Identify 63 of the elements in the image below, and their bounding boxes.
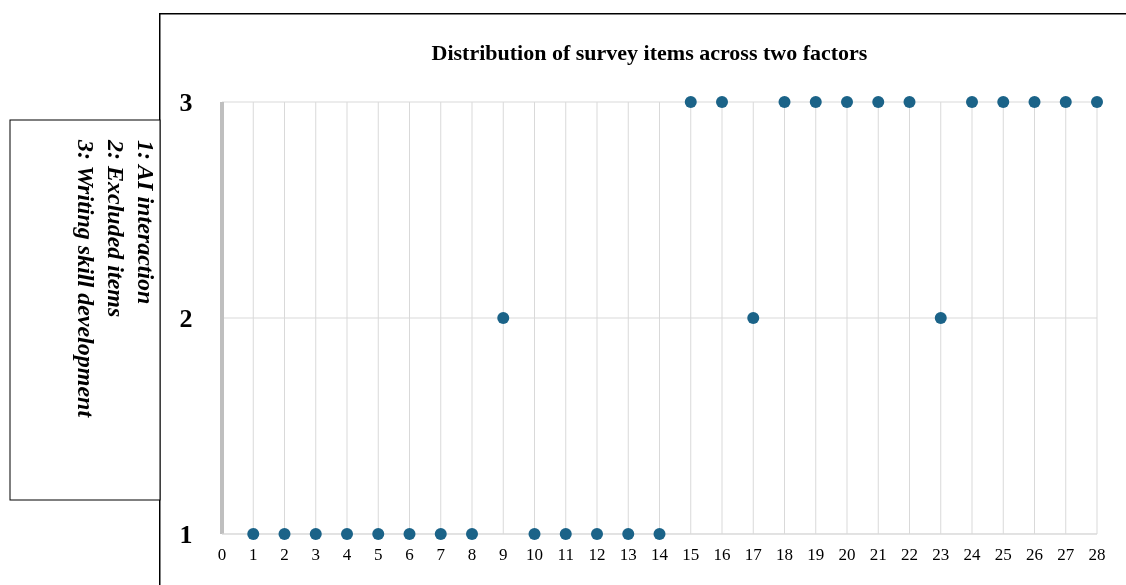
text: 3: Writing skill development: [73, 139, 99, 419]
point: [653, 528, 666, 540]
text: 1: AI interaction: [133, 140, 159, 305]
point: [966, 96, 978, 108]
x-tick-label: 3: [311, 544, 320, 564]
x-tick-label: 28: [1088, 544, 1106, 564]
point: [1028, 96, 1041, 108]
point: [622, 528, 635, 540]
x-tick-label: 8: [467, 544, 477, 564]
point: [841, 96, 853, 108]
point: [403, 528, 416, 540]
point: [434, 528, 447, 540]
point: [747, 312, 760, 324]
point: [559, 528, 572, 540]
point: [466, 528, 478, 540]
point: [1059, 96, 1072, 108]
x-tick-label: 0: [217, 544, 227, 564]
x-tick-label: 19: [807, 544, 825, 564]
text: 2: Excluded items: [103, 139, 129, 318]
point: [528, 528, 541, 540]
point: [684, 96, 697, 108]
point: [872, 96, 885, 108]
point: [934, 312, 947, 324]
point: [778, 96, 791, 108]
x-tick-label: 5: [374, 544, 383, 564]
x-tick-label: 4: [342, 544, 352, 564]
point: [309, 528, 322, 540]
x-tick-label: 15: [682, 544, 700, 564]
point: [997, 96, 1010, 108]
x-tick-label: 12: [588, 544, 606, 564]
point: [247, 528, 260, 540]
y-tick-label: 2: [179, 304, 193, 334]
x-tick-label: 1: [249, 544, 258, 564]
point: [372, 528, 385, 540]
x-tick-label: 2: [280, 544, 289, 564]
x-tick-label: 13: [619, 544, 637, 564]
point: [716, 96, 728, 108]
x-tick-label: 24: [963, 544, 981, 564]
point: [1091, 96, 1103, 108]
x-tick-label: 26: [1026, 544, 1043, 564]
point: [903, 96, 916, 108]
x-tick-label: 6: [405, 544, 414, 564]
point: [591, 528, 603, 540]
x-tick-label: 18: [776, 544, 793, 564]
x-tick-label: 16: [713, 544, 731, 564]
x-tick-label: 10: [526, 544, 543, 564]
point: [497, 312, 510, 324]
point: [278, 528, 291, 540]
x-tick-label: 20: [838, 544, 856, 564]
x-tick-label: 9: [499, 544, 508, 564]
x-tick-label: 14: [651, 544, 669, 564]
x-tick-label: 11: [557, 544, 574, 564]
point: [809, 96, 822, 108]
point: [341, 528, 353, 540]
x-tick-label: 7: [436, 544, 446, 564]
x-tick-label: 27: [1057, 544, 1075, 564]
x-tick-label: 23: [932, 544, 950, 564]
x-tick-label: 25: [994, 544, 1012, 564]
x-tick-label: 21: [869, 544, 887, 564]
y-tick-label: 3: [179, 88, 193, 118]
x-tick-label: 17: [744, 544, 763, 564]
chart-title: Distribution of survey items across two factors: [431, 40, 868, 65]
x-tick-label: 22: [901, 544, 918, 564]
